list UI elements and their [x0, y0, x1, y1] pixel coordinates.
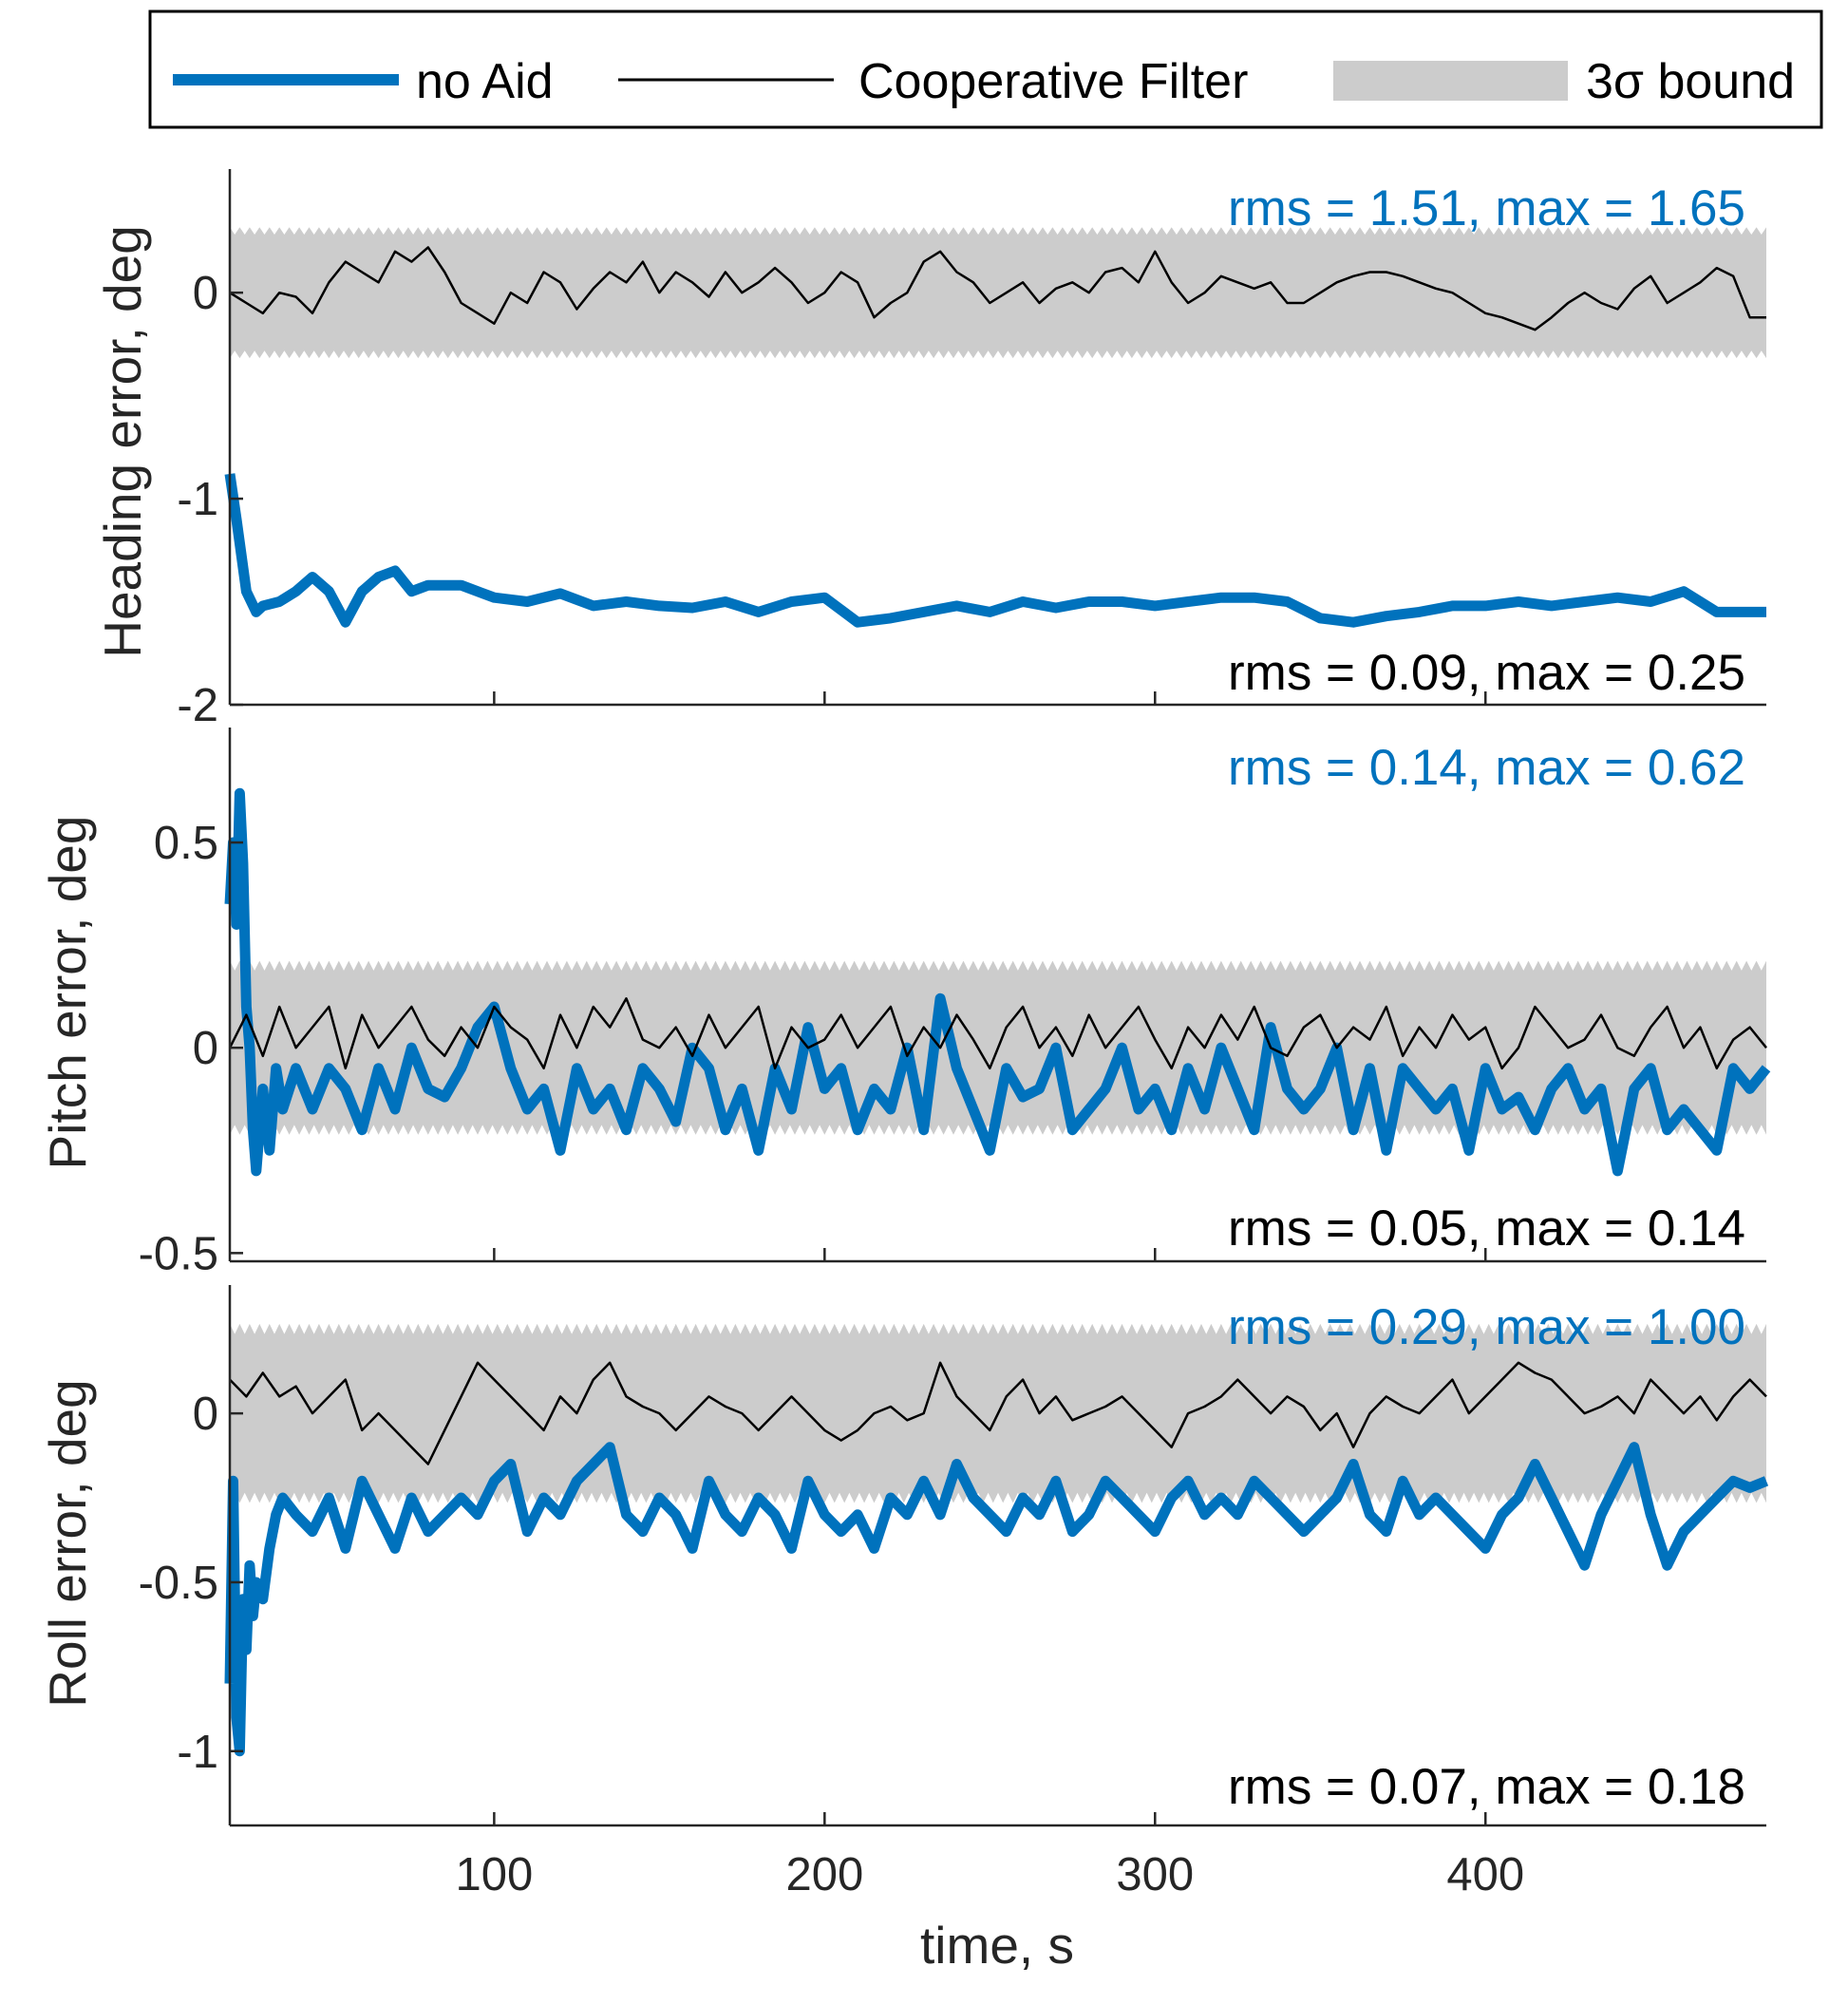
- x-axis-label: time, s: [920, 1916, 1074, 1975]
- series-group: [224, 1361, 1769, 1757]
- pitch-ytick-label-1: 0: [193, 1023, 218, 1074]
- roll-stat-cooperative: rms = 0.07, max = 0.18: [1228, 1759, 1745, 1815]
- pitch-ytick-label-0: -0.5: [139, 1228, 218, 1279]
- pitch-error-panel: -0.5 0 0.5 Pitch error, deg rms = 0.14, ma…: [38, 728, 1771, 1279]
- legend-label-no-aid: no Aid: [416, 54, 554, 109]
- roll-cooperative-line: [229, 1361, 1767, 1465]
- heading-ylabel: Heading error, deg: [93, 225, 152, 658]
- heading-ytick-label-1: -1: [177, 474, 218, 525]
- series-group: [224, 787, 1771, 1177]
- x-tick-label-0: 100: [455, 1849, 533, 1900]
- legend-label-bound: 3σ bound: [1586, 54, 1795, 109]
- axis-group: -2 -1 0: [177, 169, 1766, 731]
- heading-stat-no-aid: rms = 1.51, max = 1.65: [1228, 180, 1745, 236]
- x-axis-tick-labels: 100 200 300 400: [455, 1849, 1524, 1900]
- axis-group: -1 -0.5 0: [139, 1285, 1766, 1827]
- series-group: [224, 246, 1766, 628]
- legend: no Aid Cooperative Filter 3σ bound: [148, 9, 1823, 129]
- pitch-stat-cooperative: rms = 0.05, max = 0.14: [1228, 1201, 1745, 1257]
- bound-band-group: [230, 227, 1766, 359]
- heading-error-panel: -2 -1 0 Heading error, deg rms = 1.51, max…: [93, 169, 1766, 731]
- x-tick-label-1: 200: [785, 1849, 863, 1900]
- legend-label-cooperative: Cooperative Filter: [858, 54, 1248, 109]
- roll-ytick-label-0: -1: [177, 1727, 218, 1778]
- pitch-no-aid-line: [224, 787, 1771, 1177]
- heading-no-aid-line: [224, 473, 1766, 628]
- legend-swatch-bound: [1333, 61, 1568, 101]
- pitch-stat-no-aid: rms = 0.14, max = 0.62: [1228, 740, 1745, 796]
- axis-group: -0.5 0 0.5: [139, 728, 1766, 1279]
- roll-error-panel: -1 -0.5 0 Roll error, deg rms = 0.29, max …: [38, 1285, 1769, 1827]
- heading-3sigma-band: [230, 227, 1766, 359]
- pitch-ylabel: Pitch error, deg: [38, 816, 97, 1170]
- roll-ytick-label-1: -0.5: [139, 1558, 218, 1609]
- roll-ytick-label-2: 0: [193, 1389, 218, 1440]
- heading-cooperative-line: [229, 246, 1766, 331]
- pitch-ytick-label-2: 0.5: [154, 818, 218, 869]
- heading-stat-cooperative: rms = 0.09, max = 0.25: [1228, 645, 1745, 701]
- roll-no-aid-line: [224, 1442, 1769, 1757]
- x-tick-label-3: 400: [1446, 1849, 1524, 1900]
- heading-ytick-label-0: -2: [177, 680, 218, 731]
- roll-ylabel: Roll error, deg: [38, 1379, 97, 1707]
- roll-stat-no-aid: rms = 0.29, max = 1.00: [1228, 1299, 1745, 1355]
- pitch-cooperative-line: [228, 997, 1767, 1070]
- heading-ytick-label-2: 0: [193, 268, 218, 319]
- x-tick-label-2: 300: [1116, 1849, 1194, 1900]
